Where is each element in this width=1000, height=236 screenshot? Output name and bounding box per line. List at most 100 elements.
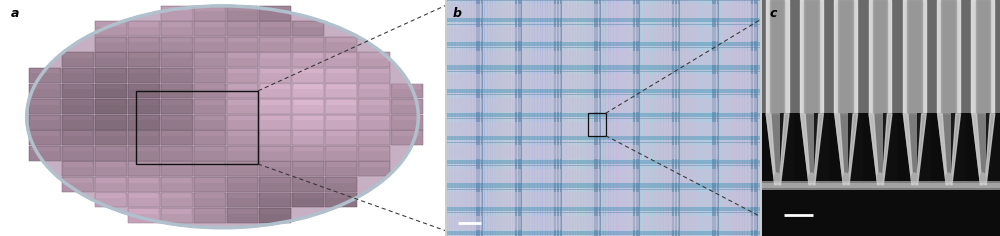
Bar	[62, 84, 94, 98]
Bar	[643, 192, 679, 206]
Bar	[259, 177, 291, 192]
Bar	[360, 84, 389, 89]
Bar	[325, 37, 357, 52]
Bar	[228, 209, 257, 214]
Bar	[64, 84, 92, 89]
Bar	[195, 38, 224, 42]
Bar	[95, 37, 127, 52]
Bar	[393, 100, 421, 105]
Ellipse shape	[27, 6, 418, 228]
Bar	[228, 84, 257, 89]
Bar	[445, 231, 760, 235]
Bar	[524, 216, 561, 230]
Bar	[292, 193, 324, 207]
Bar	[603, 192, 639, 206]
Bar	[195, 22, 224, 27]
Bar	[524, 51, 561, 65]
Bar	[129, 209, 158, 214]
Bar	[194, 115, 226, 130]
Bar	[564, 169, 600, 183]
Bar	[721, 192, 757, 206]
Bar	[261, 162, 290, 167]
Bar	[294, 162, 323, 167]
Bar	[292, 177, 324, 192]
Bar	[29, 146, 61, 161]
Bar	[194, 146, 226, 161]
Bar	[128, 146, 160, 161]
Bar	[227, 99, 258, 114]
Bar	[360, 69, 389, 73]
Bar	[294, 147, 323, 151]
Bar	[129, 116, 158, 120]
Bar	[261, 178, 290, 182]
Bar	[524, 74, 561, 88]
Bar	[564, 122, 600, 136]
Bar	[228, 7, 257, 11]
Bar	[358, 99, 390, 114]
Bar	[524, 169, 561, 183]
Bar	[292, 115, 324, 130]
Bar	[129, 84, 158, 89]
Bar	[194, 37, 226, 52]
Bar	[445, 42, 760, 46]
Bar	[161, 208, 193, 223]
Bar	[64, 53, 92, 58]
Bar	[986, 113, 1000, 184]
Bar	[128, 177, 160, 192]
Bar	[261, 209, 290, 214]
Bar	[96, 100, 125, 105]
Bar	[95, 99, 127, 114]
Bar	[358, 84, 390, 98]
Bar	[721, 4, 757, 18]
Bar	[96, 131, 125, 136]
Text: a: a	[11, 7, 20, 20]
Bar	[195, 53, 224, 58]
Bar	[485, 74, 521, 88]
Bar	[327, 131, 356, 136]
Bar	[62, 52, 94, 67]
Bar	[445, 207, 760, 211]
Bar	[643, 98, 679, 112]
Bar	[31, 84, 59, 89]
Bar	[292, 21, 324, 36]
Bar	[228, 38, 257, 42]
Bar	[325, 52, 357, 67]
Bar	[325, 193, 357, 207]
Bar	[327, 38, 356, 42]
Bar	[325, 161, 357, 176]
Bar	[95, 130, 127, 145]
Bar	[194, 84, 226, 98]
Bar	[294, 69, 323, 73]
Bar	[161, 6, 193, 21]
Bar	[445, 18, 760, 22]
Bar	[95, 177, 127, 192]
Bar	[393, 116, 421, 120]
Bar	[446, 98, 482, 112]
Bar	[485, 27, 521, 41]
Bar	[360, 53, 389, 58]
Bar	[760, 183, 1000, 188]
Bar	[261, 194, 290, 198]
Bar	[96, 69, 125, 73]
Bar	[195, 209, 224, 214]
Bar	[259, 21, 291, 36]
Bar	[261, 100, 290, 105]
Bar	[62, 177, 94, 192]
Bar	[162, 162, 191, 167]
Bar	[814, 113, 829, 184]
Bar	[62, 99, 94, 114]
Bar	[62, 146, 94, 161]
Bar	[393, 84, 421, 89]
Bar	[128, 193, 160, 207]
Bar	[64, 178, 92, 182]
Bar	[564, 74, 600, 88]
Bar	[294, 131, 323, 136]
Bar	[161, 84, 193, 98]
Bar	[129, 178, 158, 182]
Bar	[721, 98, 757, 112]
Bar	[643, 4, 679, 18]
Bar	[485, 122, 521, 136]
Bar	[643, 51, 679, 65]
Bar	[391, 99, 423, 114]
Bar	[96, 84, 125, 89]
